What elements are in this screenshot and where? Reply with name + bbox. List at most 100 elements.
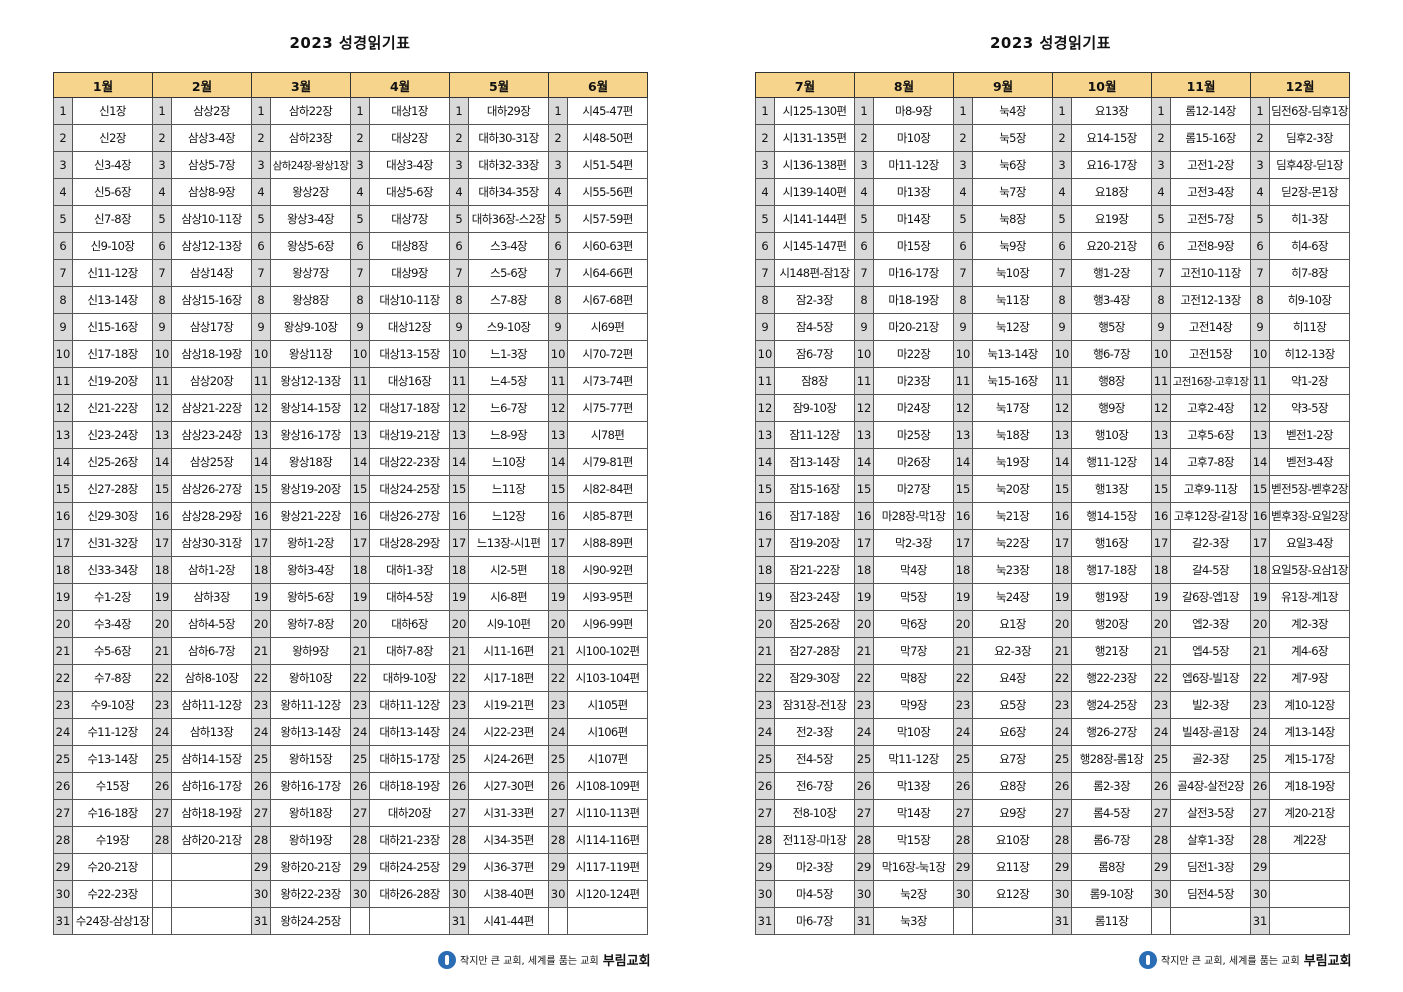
day-number: 26: [449, 772, 470, 800]
day-number: 12: [755, 394, 775, 422]
day-number: 16: [854, 502, 875, 530]
day-number: 29: [1250, 853, 1271, 881]
reading-cell: 삼하8-10장: [171, 664, 253, 692]
day-number: 10: [350, 340, 371, 368]
day-number: 23: [251, 691, 272, 719]
reading-cell: 마13장: [873, 178, 955, 206]
reading-cell: 히4-6장: [1269, 232, 1351, 260]
day-number: 29: [53, 853, 73, 881]
table-row: 27 수16-18장 27 삼하18-19장 27 왕하18장 27 대하20장 27 시31-3…: [53, 799, 649, 827]
reading-cell: 대상24-25장: [369, 475, 451, 503]
day-number: 10: [755, 340, 775, 368]
day-number: 11: [548, 367, 569, 395]
table-row: 17 신31-32장 17 삼상30-31장 17 왕하1-2장 17 대상28-29장 17 느…: [53, 529, 649, 557]
reading-cell: 대상3-4장: [369, 151, 451, 179]
reading-cell: 삼하11-12장: [171, 691, 253, 719]
day-number: 6: [1151, 232, 1172, 260]
reading-cell: 수13-14장: [71, 745, 154, 773]
reading-cell: 시107편: [567, 745, 649, 773]
day-number: 23: [755, 691, 775, 719]
reading-cell: 계7-9장: [1269, 664, 1351, 692]
reading-cell: 마25장: [873, 421, 955, 449]
day-number: 28: [1151, 826, 1172, 854]
reading-cell: 요10장: [972, 826, 1054, 854]
reading-cell: 롬11장: [1071, 907, 1153, 935]
day-number: 20: [755, 610, 775, 638]
reading-cell: 계13-14장: [1269, 718, 1351, 746]
day-number: 8: [449, 286, 470, 314]
reading-cell: 계2-3장: [1269, 610, 1351, 638]
day-number: 13: [755, 421, 775, 449]
day-number: 11: [251, 367, 272, 395]
reading-cell: 대하34-35장: [468, 178, 550, 206]
reading-cell: 시114-116편: [567, 826, 649, 854]
day-number: 21: [854, 637, 875, 665]
reading-cell: 신17-18장: [71, 340, 154, 368]
reading-cell: 행22-23장: [1071, 664, 1153, 692]
table-row: 6 시145-147편 6 마15장 6 눅9장 6 요20-21장 6 고전8-9장 6 히4-6장: [755, 232, 1351, 260]
reading-cell: 막14장: [873, 799, 955, 827]
day-number: 5: [953, 205, 974, 233]
day-number: 21: [350, 637, 371, 665]
reading-cell: 히12-13장: [1269, 340, 1351, 368]
reading-cell: 유1장-계1장: [1269, 583, 1351, 611]
day-number: 4: [1151, 178, 1172, 206]
day-number: 21: [548, 637, 569, 665]
day-number: 8: [53, 286, 73, 314]
reading-cell: 막6장: [873, 610, 955, 638]
reading-cell: 대하30-31장: [468, 124, 550, 152]
reading-cell: 눅18장: [972, 421, 1054, 449]
reading-cell: 잠13-14장: [773, 448, 856, 476]
table-row: 1 시125-130편 1 마8-9장 1 눅4장 1 요13장 1 롬12-14장 1 딤전6장-딤…: [755, 97, 1351, 125]
day-number: 31: [755, 907, 775, 935]
reading-cell: 삼상23-24장: [171, 421, 253, 449]
day-number: 30: [350, 880, 371, 908]
reading-cell: 삼하14-15장: [171, 745, 253, 773]
day-number: 14: [854, 448, 875, 476]
day-number: 29: [350, 853, 371, 881]
reading-cell: 삼하4-5장: [171, 610, 253, 638]
reading-cell: 잠6-7장: [773, 340, 856, 368]
reading-cell: 느8-9장: [468, 421, 550, 449]
reading-cell: 수24장-삼상1장: [71, 907, 154, 935]
day-number: 6: [350, 232, 371, 260]
church-logo-icon: [438, 950, 456, 969]
reading-cell: 눅8장: [972, 205, 1054, 233]
reading-cell: 신27-28장: [71, 475, 154, 503]
day-number: 16: [953, 502, 974, 530]
reading-cell: 느11장: [468, 475, 550, 503]
reading-cell: 딤전6장-딤후1장: [1269, 97, 1351, 125]
reading-cell: 잠31장-전1장: [773, 691, 856, 719]
day-number: 10: [449, 340, 470, 368]
day-number: 26: [854, 772, 875, 800]
reading-cell: 시11-16편: [468, 637, 550, 665]
reading-cell: 신21-22장: [71, 394, 154, 422]
reading-cell: 딤전4-5장: [1170, 880, 1252, 908]
reading-cell: 히11장: [1269, 313, 1351, 341]
day-number: 7: [755, 259, 775, 287]
reading-cell: 삼상14장: [171, 259, 253, 287]
table-row: 28 전11장-마1장 28 막15장 28 요10장 28 롬6-7장 28 살후1-3장 28 계…: [755, 826, 1351, 854]
reading-cell: 삼하18-19장: [171, 799, 253, 827]
day-number: 2: [953, 124, 974, 152]
day-number: 19: [53, 583, 73, 611]
reading-cell: 잠4-5장: [773, 313, 856, 341]
table-row: 29 마2-3장 29 막16장-눅1장 29 요11장 29 롬8장 29 딤전1-3장 29: [755, 853, 1351, 881]
reading-cell: 마15장: [873, 232, 955, 260]
reading-cell: 요20-21장: [1071, 232, 1153, 260]
day-number: 27: [548, 799, 569, 827]
day-number: 3: [449, 151, 470, 179]
reading-cell: 삼상20장: [171, 367, 253, 395]
day-number: 10: [251, 340, 272, 368]
day-number: 6: [1250, 232, 1271, 260]
reading-cell: 대하18-19장: [369, 772, 451, 800]
reading-cell: 느12장: [468, 502, 550, 530]
day-number: 25: [1151, 745, 1172, 773]
day-number: 11: [953, 367, 974, 395]
table-row: 8 신13-14장 8 삼상15-16장 8 왕상8장 8 대상10-11장 8 스7-8장 8 시6…: [53, 286, 649, 314]
reading-cell: 시34-35편: [468, 826, 550, 854]
day-number: 28: [755, 826, 775, 854]
day-number: 4: [755, 178, 775, 206]
day-number: 4: [152, 178, 173, 206]
day-number: 22: [854, 664, 875, 692]
